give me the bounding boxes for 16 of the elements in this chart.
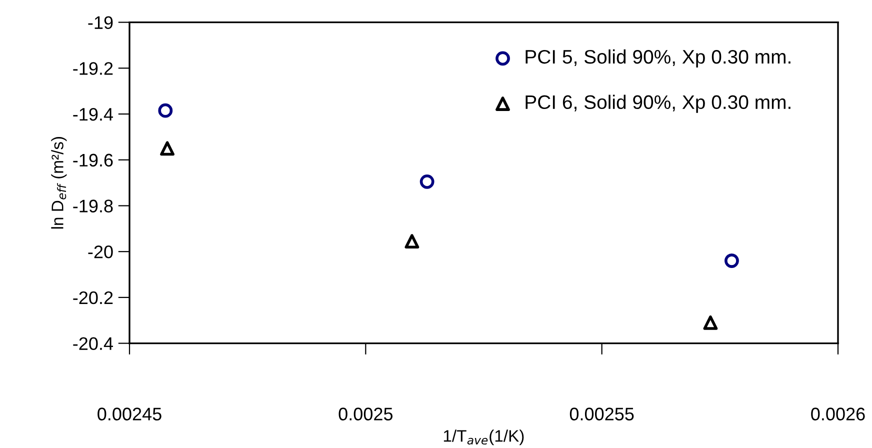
x-tick-label: 0.00245 xyxy=(98,408,162,420)
y-tick-label: -20.2 xyxy=(73,291,113,304)
y-tick-label: -20 xyxy=(88,246,113,258)
y-tick-label: -19.8 xyxy=(73,200,113,212)
y-axis-title: ln D$_{eff}$ (m²/s) xyxy=(51,136,67,229)
y-tick-label: -20.4 xyxy=(73,337,114,350)
y-tick-label: -19.6 xyxy=(73,154,113,167)
legend-label: PCI 6, Solid 90%, Xp 0.30 mm. xyxy=(526,94,790,113)
x-tick-label: 0.0026 xyxy=(811,408,865,420)
x-axis-title: 1/T$_{ave}$(1/K) xyxy=(444,430,524,446)
y-tick-label: -19.4 xyxy=(73,108,114,121)
y-tick-label: -19.2 xyxy=(73,62,113,75)
y-tick-label: -19 xyxy=(88,16,113,30)
legend-label: PCI 5, Solid 90%, Xp 0.30 mm. xyxy=(526,49,790,68)
x-tick-label: 0.0025 xyxy=(338,408,393,420)
x-tick-label: 0.00255 xyxy=(570,408,634,420)
